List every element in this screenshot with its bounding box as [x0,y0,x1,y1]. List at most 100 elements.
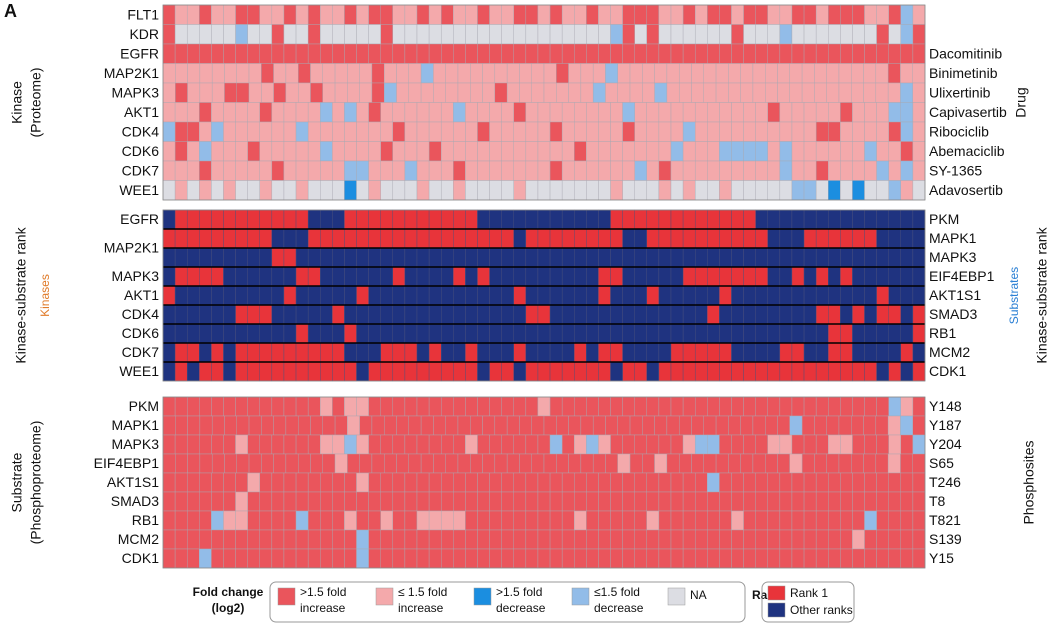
row-label: PKM [129,398,159,414]
heatmap-cell [428,472,442,493]
heatmap-cell [691,63,704,84]
heatmap-cell [235,102,248,123]
heatmap-cell [297,82,311,103]
heatmap-cell [186,529,200,550]
heatmap-cell [235,304,248,325]
heatmap-cell [586,529,599,550]
heatmap-cell [549,548,563,569]
heatmap-cell [561,323,575,344]
row-label: SMAD3 [111,493,159,509]
heatmap-cell [634,141,648,162]
heatmap-cell [285,415,299,436]
heatmap-cell [752,82,766,103]
heatmap-cell [211,82,225,103]
heatmap-cell [828,4,841,25]
heatmap-cell [259,228,273,249]
heatmap-cell [852,180,865,201]
heatmap-cell [852,160,865,181]
heatmap-cell [791,24,805,45]
heatmap-cell [610,228,623,249]
heatmap-cell [549,510,563,531]
heatmap-cell [779,209,793,230]
heatmap-cell [477,342,490,363]
side-label: Kinase [9,81,25,124]
heatmap-cell [247,141,260,162]
heatmap-cell [525,160,539,181]
heatmap-cell [791,247,805,268]
heatmap-cell [223,434,236,455]
heatmap-cell [368,472,381,493]
heatmap-cell [259,529,273,550]
heatmap-cell [791,121,805,142]
heatmap-cell [852,4,865,25]
heatmap-cell [506,415,520,436]
heatmap-cell [513,43,527,64]
heatmap-cell [320,266,333,287]
heatmap-cell [453,160,466,181]
heatmap-cell [610,209,623,230]
heatmap-cell [380,304,394,325]
heatmap-cell [320,434,333,455]
heatmap-cell [396,453,410,474]
heatmap-cell [416,209,430,230]
row-label-right: Y204 [929,436,962,452]
heatmap-cell [453,121,466,142]
heatmap-cell [815,548,829,569]
heatmap-cell [211,361,224,382]
heatmap-cell [501,209,514,230]
heatmap-cell [368,180,381,201]
heatmap-cell [598,529,611,550]
heatmap-cell [501,285,514,306]
heatmap-cell [707,24,720,45]
heatmap-cell [755,102,768,123]
heatmap-cell [501,529,514,550]
heatmap-cell [586,228,599,249]
heatmap-cell [199,434,212,455]
heatmap-cell [634,285,648,306]
heatmap-cell [543,415,557,436]
heatmap-cell [332,43,345,64]
heatmap-cell [838,63,852,84]
heatmap-cell [392,434,406,455]
heatmap-cell [211,141,224,162]
heatmap-cell [404,247,418,268]
heatmap-cell [537,24,551,45]
heatmap-cell [433,63,446,84]
heatmap-cell [900,228,914,249]
heatmap-cell [384,63,397,84]
heatmap-cell [477,266,490,287]
heatmap-cell [586,285,599,306]
heatmap-cell [779,510,793,531]
heatmap-cell [344,361,357,382]
heatmap-cell [828,266,841,287]
heatmap-cell [465,396,478,417]
heatmap-cell [307,141,321,162]
heatmap-cell [815,491,829,512]
heatmap-cell [199,548,212,569]
heatmap-cell [440,43,454,64]
heatmap-cell [174,548,188,569]
heatmap-cell [537,180,551,201]
heatmap-cell [707,228,720,249]
heatmap-cell [755,472,768,493]
heatmap-cell [489,510,502,531]
legend-text: increase [300,601,346,615]
heatmap-cell [682,342,696,363]
heatmap-cell [666,453,680,474]
heatmap-cell [755,491,768,512]
heatmap-cell [368,323,381,344]
heatmap-cell [489,323,502,344]
heatmap-cell [658,160,672,181]
heatmap-cell [247,491,260,512]
heatmap-cell [682,160,696,181]
heatmap-cell [513,121,527,142]
heatmap-cell [900,63,913,84]
heatmap-cell [356,102,369,123]
heatmap-cell [574,491,587,512]
heatmap-cell [719,209,732,230]
heatmap-cell [283,247,297,268]
heatmap-cell [420,63,434,84]
heatmap-cell [791,160,805,181]
heatmap-cell [332,102,345,123]
